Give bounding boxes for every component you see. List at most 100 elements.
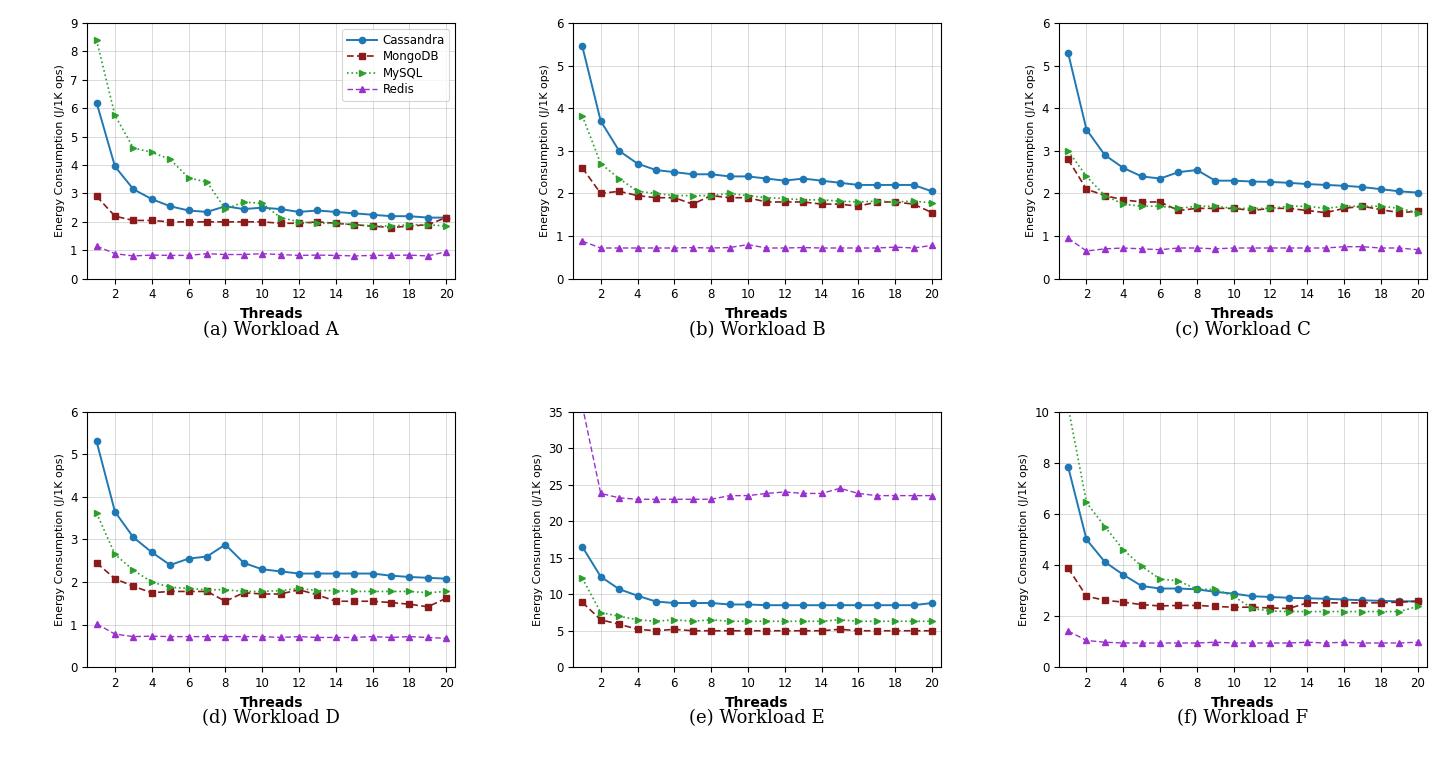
Y-axis label: Energy Consumption (J/1K ops): Energy Consumption (J/1K ops) [54, 453, 64, 626]
MongoDB [1316, 208, 1334, 217]
MongoDB [1207, 204, 1224, 213]
MySQL [574, 574, 591, 583]
Redis [923, 241, 941, 250]
Redis [162, 632, 179, 641]
Redis [1114, 638, 1131, 647]
Redis [1280, 638, 1297, 647]
MySQL [272, 586, 290, 595]
Cassandra [87, 98, 105, 107]
Cassandra [1299, 594, 1316, 603]
MySQL [831, 196, 849, 206]
Cassandra [345, 209, 363, 218]
Redis [419, 633, 437, 642]
MongoDB [776, 197, 794, 206]
Redis [364, 632, 381, 641]
Redis [646, 495, 664, 504]
MySQL [1243, 204, 1261, 213]
Line: Cassandra: Cassandra [93, 438, 450, 582]
Cassandra [593, 572, 610, 581]
MongoDB [400, 222, 418, 231]
Line: Cassandra: Cassandra [579, 544, 935, 608]
Line: MongoDB: MongoDB [579, 599, 935, 634]
Cassandra [702, 170, 719, 179]
MongoDB [740, 626, 757, 635]
Redis [181, 632, 198, 641]
Cassandra [181, 554, 198, 563]
MySQL [721, 189, 738, 198]
MongoDB [1224, 204, 1242, 213]
Redis [1077, 246, 1095, 255]
MySQL [1372, 607, 1389, 616]
MongoDB [106, 212, 124, 221]
MySQL [1114, 199, 1131, 209]
Redis [234, 250, 252, 259]
Redis [181, 251, 198, 260]
Redis [383, 251, 400, 260]
Redis [1152, 245, 1169, 255]
MongoDB [272, 589, 290, 598]
Redis [400, 251, 418, 260]
MySQL [1280, 202, 1297, 211]
Cassandra [290, 207, 307, 216]
MySQL [162, 583, 179, 592]
X-axis label: Threads: Threads [725, 696, 789, 709]
Redis [345, 252, 363, 261]
MongoDB [1077, 591, 1095, 601]
Cassandra [1409, 597, 1427, 606]
MongoDB [702, 191, 719, 200]
Cassandra [923, 598, 941, 607]
MySQL [253, 199, 271, 208]
Redis [1354, 242, 1372, 252]
MongoDB [1354, 598, 1372, 607]
Line: Cassandra: Cassandra [93, 100, 450, 221]
Cassandra [812, 601, 830, 610]
Legend: Cassandra, MongoDB, MySQL, Redis: Cassandra, MongoDB, MySQL, Redis [342, 29, 450, 101]
MongoDB [702, 626, 719, 635]
MongoDB [1280, 604, 1297, 613]
MongoDB [1188, 204, 1206, 213]
Cassandra [181, 206, 198, 215]
Cassandra [143, 548, 160, 557]
MySQL [437, 222, 454, 231]
Redis [684, 495, 702, 504]
MySQL [1390, 607, 1408, 616]
Redis [1152, 638, 1169, 647]
Redis [665, 495, 683, 504]
Redis [904, 243, 922, 252]
Cassandra [812, 176, 830, 186]
Redis [757, 243, 775, 252]
MySQL [795, 196, 812, 205]
MySQL [162, 155, 179, 164]
MySQL [383, 222, 400, 231]
MongoDB [1077, 185, 1095, 194]
MySQL [812, 617, 830, 626]
MySQL [629, 186, 646, 196]
MongoDB [253, 589, 271, 598]
Redis [1207, 637, 1224, 647]
Cassandra [162, 202, 179, 211]
Cassandra [198, 207, 215, 216]
MongoDB [646, 626, 664, 635]
MySQL [574, 111, 591, 120]
Cassandra [364, 210, 381, 219]
Redis [1133, 638, 1150, 647]
Cassandra [904, 601, 922, 610]
MongoDB [923, 626, 941, 635]
MongoDB [1372, 598, 1389, 607]
Cassandra [364, 569, 381, 578]
MongoDB [234, 217, 252, 226]
MySQL [309, 219, 326, 228]
Redis [1409, 637, 1427, 647]
Redis [1188, 243, 1206, 252]
MySQL [1280, 607, 1297, 616]
MySQL [1262, 607, 1280, 616]
Redis [253, 632, 271, 641]
MySQL [1060, 402, 1077, 411]
MySQL [1169, 204, 1187, 213]
Redis [868, 491, 885, 500]
MySQL [1207, 202, 1224, 211]
MySQL [1133, 561, 1150, 571]
Redis [1207, 244, 1224, 253]
Cassandra [610, 146, 628, 156]
Redis [1096, 244, 1114, 253]
